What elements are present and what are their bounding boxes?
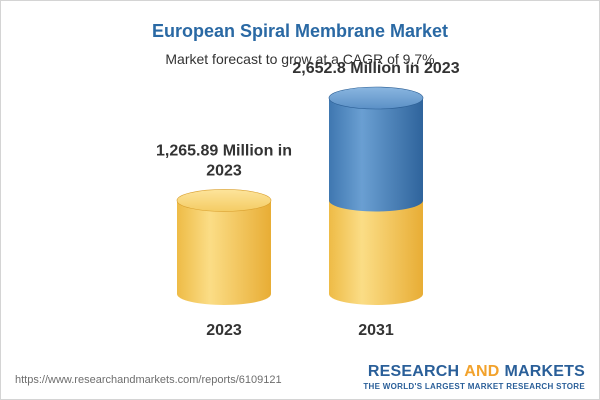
source-url[interactable]: https://www.researchandmarkets.com/repor… xyxy=(15,374,282,386)
data-label-2031: 2,652.8 Million in 2023 xyxy=(292,60,459,77)
chart-title: European Spiral Membrane Market xyxy=(151,21,449,41)
research-and-markets-logo: RESEARCH AND MARKETS THE WORLD'S LARGEST M… xyxy=(363,363,585,392)
cylinder-2031-top-cap xyxy=(328,86,424,110)
chart-subtitle: Market forecast to grow at a CAGR of 9.7… xyxy=(165,51,435,67)
cylinder-2023-top-cap xyxy=(176,189,272,212)
category-label-2031: 2031 xyxy=(358,322,394,339)
logo-word-markets: MARKETS xyxy=(504,363,585,380)
cylinder-2031-segment-1 xyxy=(329,200,423,305)
cylinder-2031-segment-2 xyxy=(329,98,423,212)
category-label-2023: 2023 xyxy=(206,322,242,339)
logo-word-research: RESEARCH xyxy=(367,363,460,380)
cylinder-2023-segment-1 xyxy=(177,200,271,305)
data-label-2023: 1,265.89 Million in 2023 xyxy=(156,142,292,179)
logo-word-and: AND xyxy=(464,363,500,380)
logo-tagline: THE WORLD'S LARGEST MARKET RESEARCH STOR… xyxy=(363,382,585,391)
